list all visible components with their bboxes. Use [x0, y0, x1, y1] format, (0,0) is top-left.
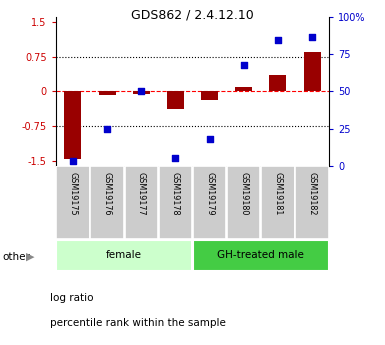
Bar [133, 91, 150, 94]
Bar [201, 91, 218, 100]
Point [172, 155, 179, 161]
Text: GDS862 / 2.4.12.10: GDS862 / 2.4.12.10 [131, 9, 254, 22]
Text: GSM19176: GSM19176 [102, 171, 112, 215]
Bar [56, 166, 90, 239]
Point [70, 158, 76, 164]
Point [275, 37, 281, 42]
Text: GSM19181: GSM19181 [273, 171, 283, 215]
Bar [227, 166, 261, 239]
Point [206, 136, 213, 142]
Text: female: female [106, 250, 142, 260]
Text: GH-treated male: GH-treated male [218, 250, 304, 260]
Bar [56, 240, 192, 271]
Bar [90, 166, 124, 239]
Text: ▶: ▶ [26, 252, 35, 262]
Point [104, 126, 110, 131]
Bar [295, 166, 329, 239]
Bar [235, 87, 252, 91]
Bar [124, 166, 158, 239]
Point [138, 89, 144, 94]
Text: percentile rank within the sample: percentile rank within the sample [50, 318, 226, 327]
Bar [167, 91, 184, 109]
Text: GSM19178: GSM19178 [171, 171, 180, 215]
Bar [261, 166, 295, 239]
Text: GSM19177: GSM19177 [137, 171, 146, 215]
Text: GSM19180: GSM19180 [239, 171, 248, 215]
Text: other: other [2, 252, 30, 262]
Bar [303, 52, 321, 91]
Text: log ratio: log ratio [50, 294, 94, 303]
Text: GSM19175: GSM19175 [69, 171, 77, 215]
Bar [193, 240, 329, 271]
Point [309, 34, 315, 39]
Point [241, 62, 247, 68]
Bar [64, 91, 82, 159]
Bar [159, 166, 192, 239]
Bar [270, 75, 286, 91]
Text: GSM19182: GSM19182 [308, 171, 316, 215]
Text: GSM19179: GSM19179 [205, 171, 214, 215]
Bar [99, 91, 116, 95]
Bar [193, 166, 226, 239]
